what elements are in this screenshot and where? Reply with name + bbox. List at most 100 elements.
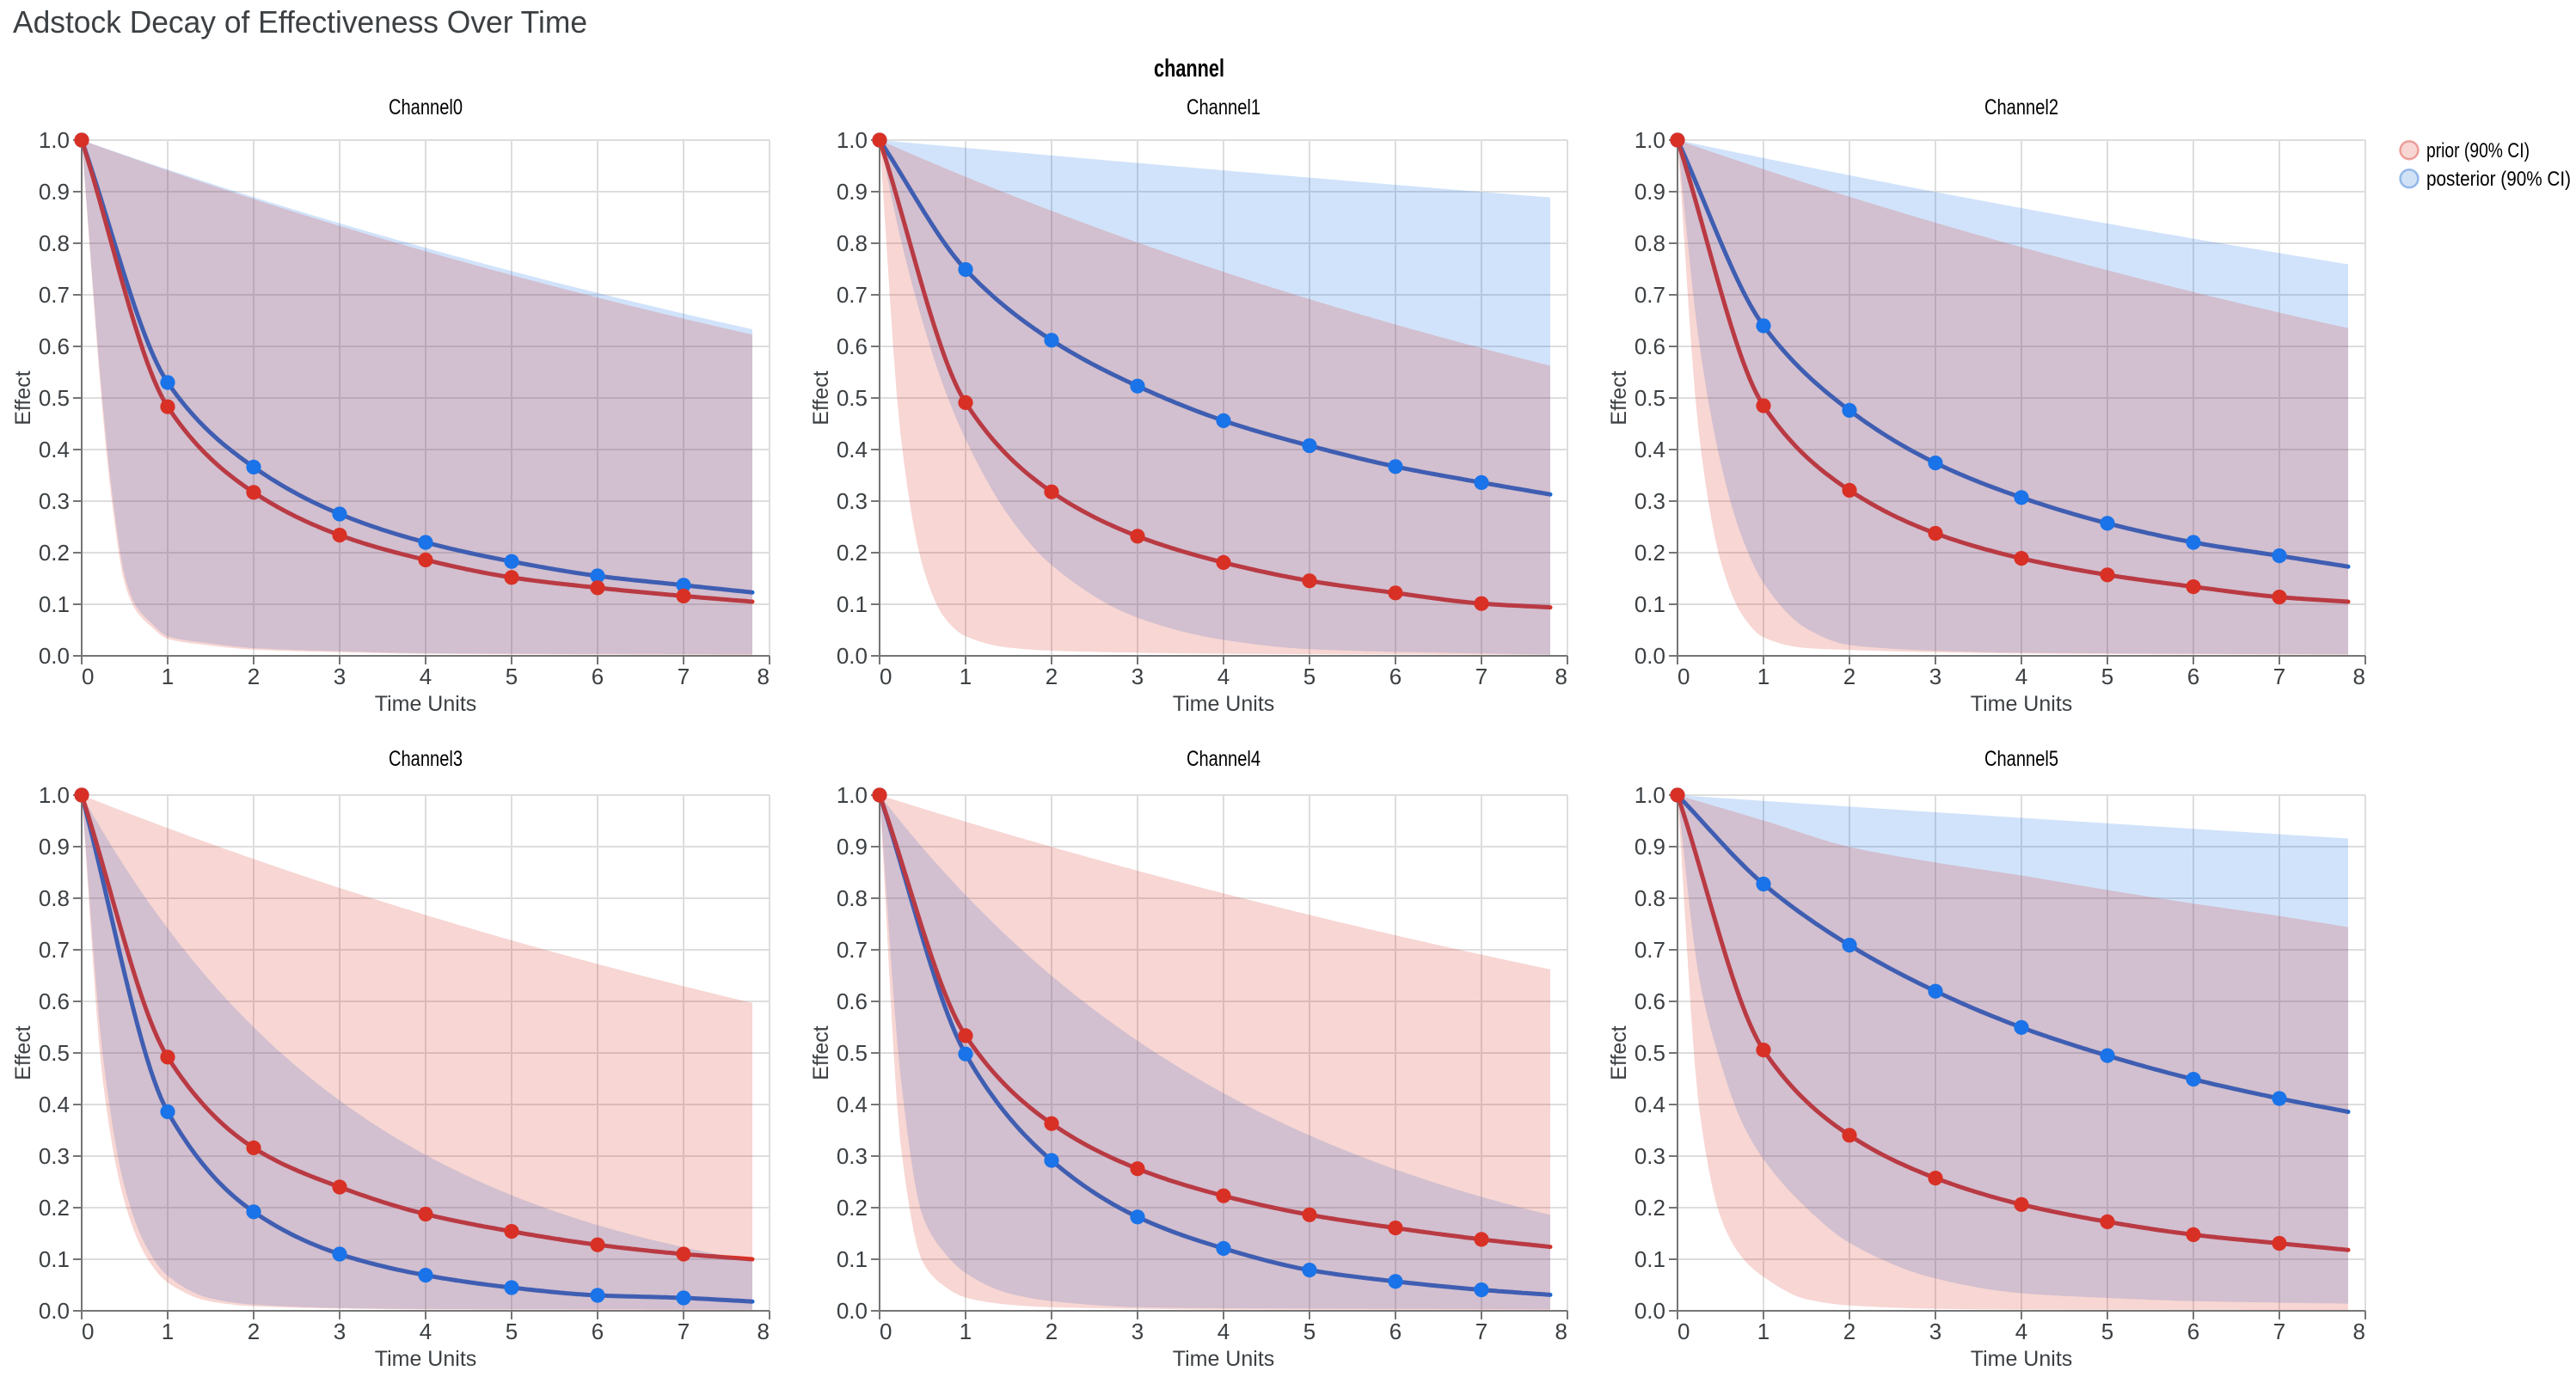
svg-text:0.7: 0.7 [39,282,70,308]
svg-text:Channel5: Channel5 [1984,747,2058,771]
svg-text:0: 0 [1677,664,1690,689]
svg-text:4: 4 [420,664,432,689]
svg-text:Adstock Decay of Effectiveness: Adstock Decay of Effectiveness Over Time [13,4,587,40]
svg-text:0.3: 0.3 [39,488,70,514]
svg-text:0.0: 0.0 [39,1298,70,1324]
svg-text:0.1: 0.1 [39,1246,70,1272]
svg-text:0.7: 0.7 [1635,937,1665,963]
svg-text:0.8: 0.8 [1635,885,1665,911]
svg-text:6: 6 [1389,1319,1401,1344]
svg-text:5: 5 [1303,664,1316,689]
svg-text:0.5: 0.5 [39,1040,70,1066]
svg-text:7: 7 [2273,664,2285,689]
svg-text:7: 7 [1475,664,1487,689]
svg-text:0.0: 0.0 [837,643,868,669]
svg-text:6: 6 [592,664,604,689]
svg-text:3: 3 [334,1319,346,1344]
svg-text:0.2: 0.2 [39,1195,70,1221]
svg-text:2: 2 [1843,664,1855,689]
svg-text:4: 4 [2015,664,2027,689]
svg-text:1.0: 1.0 [39,127,70,153]
svg-text:prior (90% CI): prior (90% CI) [2426,139,2530,162]
svg-text:4: 4 [420,1319,432,1344]
svg-text:0.0: 0.0 [1635,643,1665,669]
svg-text:0.1: 0.1 [39,591,70,617]
svg-text:0.6: 0.6 [1635,988,1665,1014]
svg-text:channel: channel [1154,55,1224,83]
svg-text:0: 0 [82,1319,94,1344]
svg-text:0: 0 [880,664,892,689]
svg-text:Time Units: Time Units [375,692,477,716]
svg-text:0.5: 0.5 [1635,385,1665,411]
svg-text:0.6: 0.6 [1635,334,1665,359]
svg-text:0.2: 0.2 [1635,540,1665,566]
svg-text:0.1: 0.1 [1635,1246,1665,1272]
svg-text:5: 5 [506,1319,518,1344]
svg-text:Effect: Effect [809,1025,833,1080]
svg-text:0.6: 0.6 [837,334,868,359]
svg-text:0.3: 0.3 [837,1143,868,1169]
svg-text:0.7: 0.7 [39,937,70,963]
svg-text:0.0: 0.0 [39,643,70,669]
svg-text:1.0: 1.0 [1635,782,1665,808]
svg-text:4: 4 [1217,1319,1230,1344]
svg-text:0.7: 0.7 [1635,282,1665,308]
svg-text:0.2: 0.2 [837,1195,868,1221]
svg-text:0.4: 0.4 [1635,437,1665,462]
svg-text:2: 2 [1046,1319,1058,1344]
svg-text:0.1: 0.1 [837,1246,868,1272]
svg-text:0.5: 0.5 [39,385,70,411]
svg-text:6: 6 [2187,664,2199,689]
svg-text:1: 1 [162,664,174,689]
svg-text:0.6: 0.6 [39,988,70,1014]
svg-text:1: 1 [960,664,972,689]
svg-text:0.9: 0.9 [1635,834,1665,860]
svg-text:Effect: Effect [809,370,833,425]
svg-text:Channel3: Channel3 [389,747,463,771]
svg-text:0.4: 0.4 [39,1092,70,1117]
svg-text:3: 3 [1132,664,1144,689]
svg-text:0.8: 0.8 [39,230,70,256]
svg-text:0.9: 0.9 [1635,179,1665,205]
svg-text:5: 5 [2101,1319,2113,1344]
svg-text:3: 3 [1929,664,1941,689]
svg-text:0.4: 0.4 [837,437,868,462]
svg-text:0.3: 0.3 [1635,1143,1665,1169]
svg-text:0.8: 0.8 [837,885,868,911]
svg-text:0.5: 0.5 [1635,1040,1665,1066]
svg-text:7: 7 [2273,1319,2285,1344]
svg-text:0.5: 0.5 [837,1040,868,1066]
svg-text:8: 8 [1555,1319,1567,1344]
svg-text:Time Units: Time Units [375,1347,477,1371]
svg-text:1: 1 [1757,1319,1769,1344]
svg-text:5: 5 [2101,664,2113,689]
svg-text:0.7: 0.7 [837,937,868,963]
svg-text:Effect: Effect [1607,1025,1631,1080]
svg-text:0.4: 0.4 [39,437,70,462]
svg-text:Effect: Effect [1607,370,1631,425]
svg-text:8: 8 [2353,1319,2365,1344]
svg-text:4: 4 [2015,1319,2027,1344]
svg-text:0: 0 [82,664,94,689]
svg-text:Channel0: Channel0 [389,95,463,119]
svg-text:8: 8 [1555,664,1567,689]
svg-text:0.6: 0.6 [39,334,70,359]
svg-text:0: 0 [880,1319,892,1344]
svg-text:2: 2 [248,664,260,689]
svg-text:0.3: 0.3 [39,1143,70,1169]
svg-text:posterior (90% CI): posterior (90% CI) [2426,168,2571,191]
svg-text:1.0: 1.0 [837,782,868,808]
svg-text:0.5: 0.5 [837,385,868,411]
svg-text:0: 0 [1677,1319,1690,1344]
svg-text:1.0: 1.0 [39,782,70,808]
svg-text:1.0: 1.0 [1635,127,1665,153]
svg-text:0.9: 0.9 [837,179,868,205]
svg-text:0.2: 0.2 [39,540,70,566]
svg-text:0.3: 0.3 [837,488,868,514]
svg-text:Channel2: Channel2 [1984,95,2058,119]
svg-text:0.3: 0.3 [1635,488,1665,514]
svg-text:0.0: 0.0 [1635,1298,1665,1324]
svg-text:8: 8 [2353,664,2365,689]
svg-text:0.9: 0.9 [39,179,70,205]
svg-text:4: 4 [1217,664,1230,689]
